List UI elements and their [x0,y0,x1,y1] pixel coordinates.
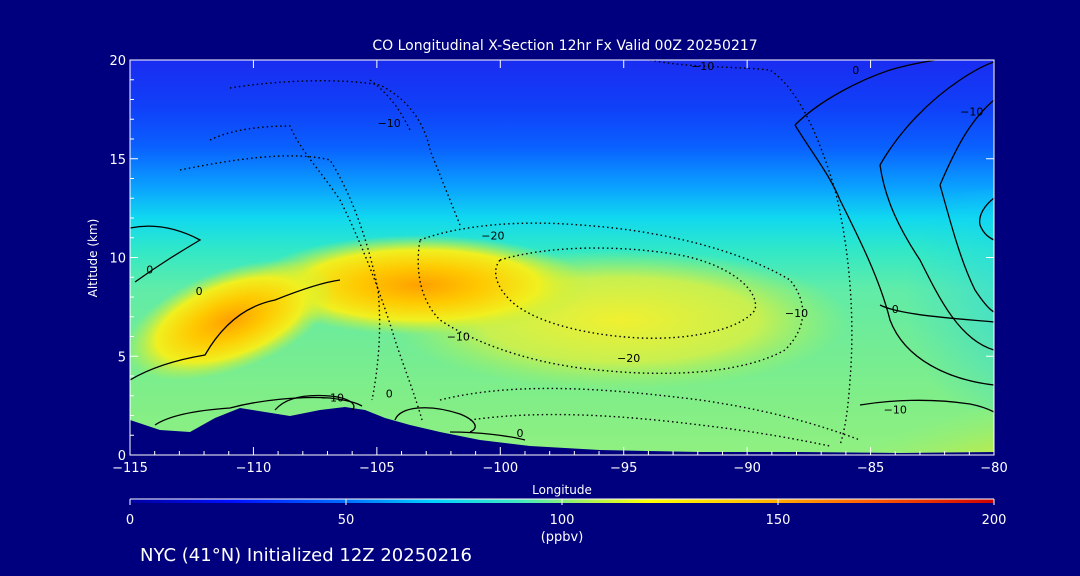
contour-solid [394,407,476,433]
surface-hotspot [794,385,994,455]
contour-solid [130,279,341,381]
contour-label: 0 [892,303,899,316]
contour-label: −10 [321,392,344,405]
contour-dotted [209,125,423,421]
contour-label: −10 [447,330,470,343]
contour-label: 0 [146,263,153,276]
contour-solid [449,431,526,441]
contour-label: −10 [884,404,907,417]
x-tick-label: −105 [359,461,395,476]
contour-solid [130,225,202,283]
terrain [130,407,994,455]
contour-lines-dotted [179,60,861,447]
y-tick-label: 0 [118,449,126,464]
contour-solid [274,394,355,411]
y-tick-label: 15 [109,153,126,168]
contour-dotted [369,79,411,131]
x-tick-label: −110 [236,461,272,476]
contour-dotted [469,413,831,447]
contour-solid [979,197,994,241]
y-axis: 0 5 10 15 20 [109,54,994,464]
colorbar-ticks: 0 50 100 150 200 [126,499,1007,528]
x-tick-label: −115 [112,461,148,476]
contour-label: −20 [617,352,640,365]
contour-labels: −10 −10 −20 −20 −10 −10 −10 −10 0 0 0 0 0 0 −10 [146,60,983,440]
contour-solid [939,99,994,186]
contour-label: 0 [386,388,393,401]
co-plume-west [130,259,335,381]
colorbar-tick-label: 200 [982,513,1007,528]
x-tick-label: −100 [482,461,518,476]
contour-solid [879,164,994,351]
contour-label: −10 [691,60,714,73]
x-tick-label: −90 [733,461,760,476]
colorbar-tick-label: 150 [766,513,791,528]
x-axis-title: Longitude [532,483,592,497]
chart-title: CO Longitudinal X-Section 12hr Fx Valid … [372,38,757,54]
contour-label: −20 [481,230,504,243]
contour-solid [879,61,994,166]
contour-dotted [494,247,757,339]
colorbar-tick-label: 0 [126,513,134,528]
contour-label: 0 [852,64,859,77]
contour-label: 0 [196,285,203,298]
contour-solid [794,60,936,126]
contour-solid [154,396,363,426]
y-axis-title: Altitude (km) [86,219,100,298]
contour-dotted [649,60,853,446]
east-cyan-region [844,190,994,410]
contour-solid [859,399,994,413]
colorbar: 0 50 100 150 200 (ppbv) [126,498,1007,545]
y-tick-label: 5 [118,350,126,365]
contour-label: −10 [378,117,401,130]
plot-area: −10 −10 −20 −20 −10 −10 −10 −10 0 0 0 0 0 0 −10 [130,60,994,455]
colorbar-tick-label: 50 [338,513,355,528]
contour-solid [879,304,994,323]
y-tick-label: 20 [109,54,126,69]
x-tick-label: −85 [857,461,884,476]
x-axis: −115 −110 −105 −100 −95 −90 −85 −80 [112,60,1008,476]
footer-caption: NYC (41°N) Initialized 12Z 20250216 [140,545,472,566]
contour-lines [130,60,994,441]
contour-solid [794,124,994,386]
contour-dotted [417,222,804,375]
x-tick-label: −95 [610,461,637,476]
contour-label: −10 [960,105,983,118]
contour-label: −10 [785,307,808,320]
colorbar-tick-label: 100 [550,513,575,528]
contour-solid [939,184,994,313]
y-tick-label: 10 [109,252,126,267]
colorbar-label: (ppbv) [541,530,584,545]
co-plume-upper [250,235,590,335]
contour-label: 0 [517,427,524,440]
x-tick-label: −80 [980,461,1007,476]
